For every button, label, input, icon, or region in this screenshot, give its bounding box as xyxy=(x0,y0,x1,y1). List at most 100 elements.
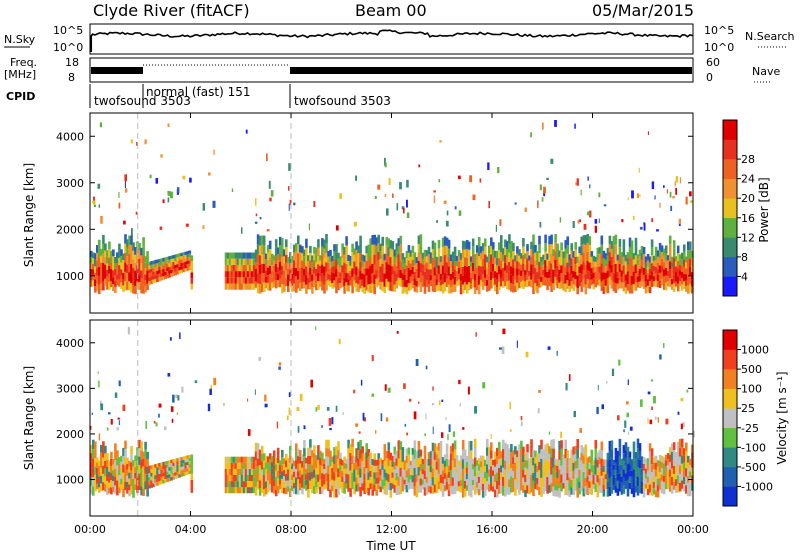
echo-cell xyxy=(636,486,640,496)
echo-cell xyxy=(134,466,137,473)
echo-cell xyxy=(120,262,123,270)
echo-cell xyxy=(570,281,573,289)
scatter-echo xyxy=(433,195,435,204)
echo-cell xyxy=(92,439,95,449)
echo-cell xyxy=(313,485,316,494)
echo-cell xyxy=(258,245,262,256)
echo-cell xyxy=(182,459,186,463)
scatter-echo xyxy=(458,175,461,180)
echo-cell xyxy=(676,450,680,459)
echo-cell xyxy=(365,253,368,261)
scatter-echo xyxy=(474,406,477,414)
echo-cell xyxy=(112,486,115,493)
echo-cell xyxy=(154,267,157,272)
colorbar-tick-label: 16 xyxy=(741,212,755,225)
echo-cell xyxy=(114,257,117,263)
echo-cell xyxy=(387,442,391,451)
echo-cell xyxy=(618,280,622,289)
echo-cell xyxy=(359,477,362,487)
echo-cell xyxy=(355,448,358,456)
echo-cell xyxy=(556,251,559,259)
echo-cell xyxy=(124,234,127,244)
echo-cell xyxy=(262,460,266,468)
echo-cell xyxy=(375,483,378,490)
echo-cell xyxy=(451,468,455,478)
echo-cell xyxy=(110,250,113,257)
echo-cell xyxy=(632,259,636,266)
echo-cell xyxy=(262,467,266,475)
scatter-echo xyxy=(335,225,339,231)
echo-cell xyxy=(120,275,123,283)
echo-cell xyxy=(674,485,678,493)
echo-cell xyxy=(626,265,630,272)
echo-cell xyxy=(385,237,389,246)
echo-cell xyxy=(590,251,594,257)
echo-cell xyxy=(590,457,594,465)
scatter-echo xyxy=(264,394,267,402)
echo-cell xyxy=(610,248,614,257)
echo-cell xyxy=(445,262,449,271)
echo-cell xyxy=(431,485,435,494)
echo-cell xyxy=(646,266,650,274)
echo-cell xyxy=(632,265,636,272)
echo-cell xyxy=(132,479,135,486)
scatter-echo xyxy=(502,328,506,335)
echo-cell xyxy=(582,480,586,489)
echo-cell xyxy=(475,267,479,276)
echo-cell xyxy=(339,272,342,278)
echo-cell xyxy=(588,279,592,289)
echo-cell xyxy=(636,271,640,277)
echo-cell xyxy=(640,462,644,469)
echo-cell xyxy=(313,477,316,486)
echo-cell xyxy=(278,469,282,475)
echo-cell xyxy=(574,461,577,469)
echo-cell xyxy=(445,237,449,246)
colorbar-tick-label: -500 xyxy=(741,461,766,474)
echo-cell xyxy=(461,258,465,267)
echo-cell xyxy=(130,470,133,479)
echo-cell xyxy=(104,461,107,469)
xtick-label: 08:00 xyxy=(275,523,307,536)
echo-cell xyxy=(391,241,395,250)
echo-cell xyxy=(680,438,684,447)
echo-cell xyxy=(170,477,173,481)
scatter-echo xyxy=(433,190,436,193)
scatter-echo xyxy=(162,199,165,204)
scatter-echo xyxy=(647,391,651,395)
echo-cell xyxy=(642,470,646,478)
echo-cell xyxy=(409,270,413,277)
echo-cell xyxy=(158,466,161,471)
echo-cell xyxy=(329,262,332,269)
echo-cell xyxy=(329,268,332,275)
echo-cell xyxy=(232,456,236,463)
echo-cell xyxy=(624,267,628,275)
echo-cell xyxy=(188,250,192,254)
echo-cell xyxy=(281,464,284,472)
echo-cell xyxy=(560,482,563,492)
scatter-echo xyxy=(406,199,408,208)
echo-cell xyxy=(441,470,445,477)
echo-cell xyxy=(608,243,612,253)
echo-cell xyxy=(258,472,262,481)
scatter-echo xyxy=(241,227,243,234)
scatter-echo xyxy=(153,420,156,424)
scatter-echo xyxy=(342,412,344,415)
echo-cell xyxy=(568,477,571,484)
echo-cell xyxy=(421,264,425,270)
echo-cell xyxy=(256,234,260,245)
echo-cell xyxy=(150,261,153,265)
echo-cell xyxy=(612,459,616,465)
echo-cell xyxy=(333,489,336,498)
echo-cell xyxy=(423,286,427,294)
echo-cell xyxy=(552,448,555,459)
scatter-echo xyxy=(524,207,527,212)
echo-cell xyxy=(494,271,497,278)
echo-cell xyxy=(174,468,177,473)
echo-cell xyxy=(313,253,316,261)
echo-cell xyxy=(289,258,292,264)
echo-cell xyxy=(353,462,356,470)
echo-cell xyxy=(620,264,624,271)
echo-cell xyxy=(295,460,298,469)
echo-cell xyxy=(664,460,668,467)
echo-cell xyxy=(126,239,129,248)
